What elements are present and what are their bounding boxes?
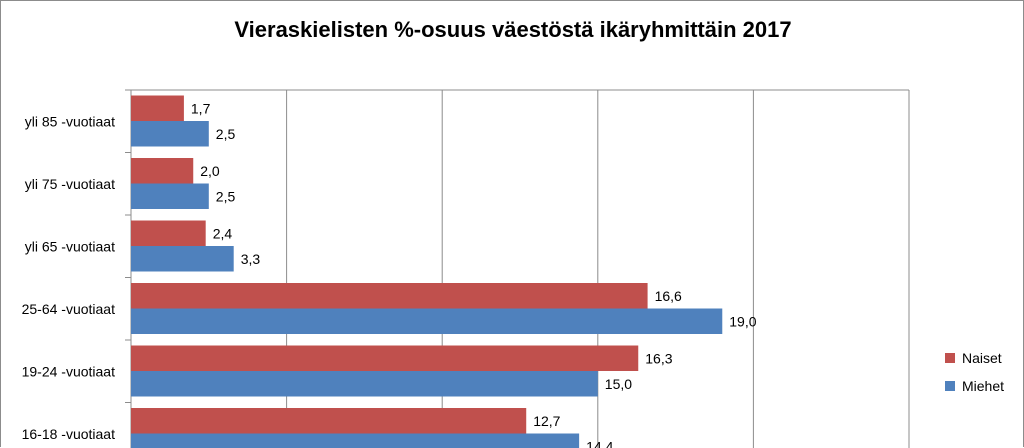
legend-swatch [945, 353, 955, 363]
category-label: 25-64 -vuotiaat [22, 301, 116, 317]
data-label: 16,6 [655, 288, 682, 304]
data-label: 15,0 [605, 376, 632, 392]
data-label: 3,3 [241, 251, 261, 267]
legend: Naiset Miehet [945, 350, 1004, 394]
bar [131, 246, 234, 272]
bar [131, 434, 579, 448]
data-label: 16,3 [645, 350, 672, 366]
chart-title: Vieraskielisten %-osuus väestöstä ikäryh… [234, 17, 791, 42]
bar [131, 283, 648, 309]
bar [131, 371, 598, 397]
bar [131, 184, 209, 210]
bar [131, 346, 638, 372]
bar [131, 121, 209, 147]
bars [131, 96, 722, 448]
data-label: 19,0 [729, 313, 756, 329]
category-label: 19-24 -vuotiaat [22, 363, 116, 379]
category-label: yli 75 -vuotiaat [25, 176, 115, 192]
data-label: 12,7 [533, 413, 560, 429]
data-label: 2,5 [216, 126, 236, 142]
bar [131, 96, 184, 122]
category-labels: yli 85 -vuotiaat yli 75 -vuotiaat yli 65 -… [22, 113, 116, 442]
bar [131, 158, 193, 184]
category-label: yli 65 -vuotiaat [25, 238, 115, 254]
bar [131, 221, 206, 247]
bar [131, 408, 526, 434]
category-label: 16-18 -vuotiaat [22, 426, 116, 442]
legend-label: Miehet [962, 378, 1004, 394]
data-label: 2,4 [213, 225, 233, 241]
data-label: 2,0 [200, 163, 220, 179]
data-label: 2,5 [216, 188, 236, 204]
legend-swatch [945, 381, 955, 391]
legend-label: Naiset [962, 350, 1002, 366]
bar [131, 309, 722, 335]
category-label: yli 85 -vuotiaat [25, 113, 115, 129]
data-label: 1,7 [191, 100, 211, 116]
